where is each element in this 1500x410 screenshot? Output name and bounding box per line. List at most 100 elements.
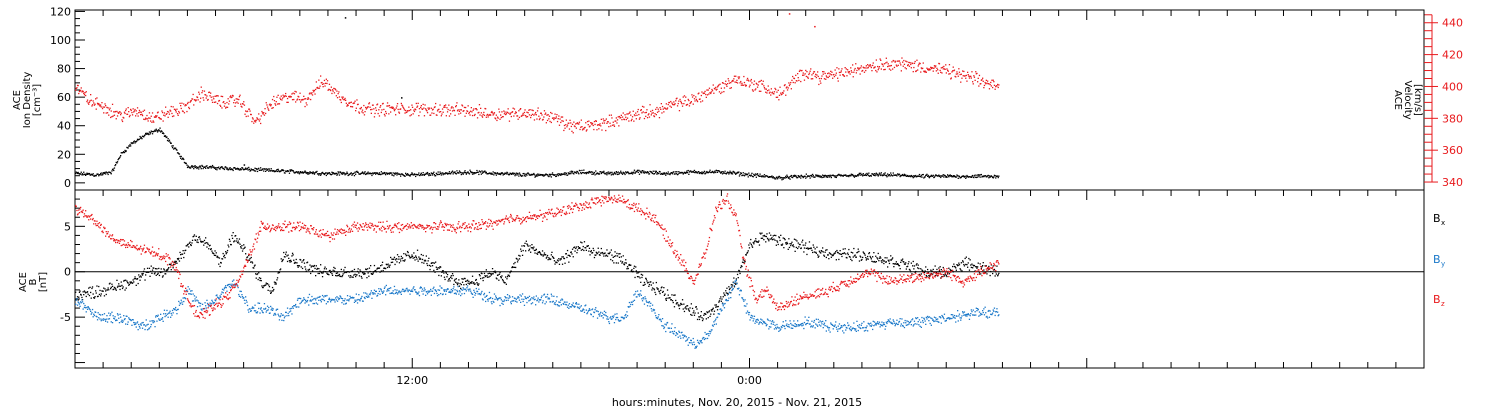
velocity-point <box>208 91 211 93</box>
bx-point <box>952 265 954 268</box>
density-point <box>326 172 328 174</box>
bx-point <box>773 238 775 240</box>
bx-point <box>982 262 984 264</box>
bx-point <box>920 268 922 270</box>
velocity-point <box>988 83 990 85</box>
by-point <box>358 299 361 301</box>
density-point <box>246 168 248 170</box>
density-point <box>952 175 954 177</box>
bx-point <box>498 279 500 281</box>
velocity-point <box>781 91 784 94</box>
density-point <box>968 176 971 178</box>
bx-point <box>857 251 859 253</box>
by-point <box>222 292 224 294</box>
density-point <box>229 167 231 169</box>
velocity-point <box>603 122 606 124</box>
velocity-point <box>208 91 210 94</box>
velocity-point <box>450 107 452 109</box>
bx-point <box>81 296 83 299</box>
velocity-point <box>417 102 419 104</box>
density-point <box>577 172 579 174</box>
velocity-point <box>104 103 106 105</box>
velocity-point <box>470 110 472 112</box>
velocity-point <box>933 67 935 69</box>
velocity-point <box>808 73 810 76</box>
velocity-point <box>908 61 910 64</box>
density-point <box>523 175 526 177</box>
velocity-point <box>972 81 974 83</box>
bx-point <box>988 265 990 268</box>
bx-point <box>97 295 99 297</box>
velocity-point <box>82 90 84 93</box>
velocity-point <box>89 100 91 102</box>
bx-point <box>143 270 145 272</box>
velocity-point <box>925 71 927 73</box>
by-point <box>272 308 274 310</box>
density-point <box>468 173 471 175</box>
bx-point <box>576 252 578 254</box>
density-point <box>433 171 435 173</box>
velocity-point <box>75 87 77 90</box>
bx-point <box>893 266 895 268</box>
bx-point <box>972 267 974 269</box>
bx-point <box>580 241 582 243</box>
velocity-point <box>411 106 414 108</box>
velocity-point <box>771 91 774 93</box>
velocity-point <box>120 114 122 116</box>
bx-point <box>274 283 276 285</box>
velocity-point <box>397 108 399 111</box>
bx-point <box>276 279 278 281</box>
velocity-point <box>261 112 264 114</box>
velocity-point <box>410 114 412 116</box>
by-point <box>309 300 311 302</box>
velocity-point <box>718 91 721 93</box>
density-point <box>698 171 700 173</box>
density-point <box>997 175 999 177</box>
velocity-point <box>828 75 831 77</box>
density-point <box>885 174 887 177</box>
velocity-point <box>535 111 537 114</box>
bx-point <box>716 306 718 308</box>
bx-point <box>622 255 624 257</box>
bx-point <box>677 304 679 306</box>
bx-point <box>964 257 966 260</box>
bx-point <box>588 247 591 249</box>
bx-point <box>753 243 755 245</box>
velocity-point <box>883 63 886 65</box>
velocity-point <box>860 67 862 69</box>
bx-point <box>415 255 417 257</box>
density-point <box>912 175 914 178</box>
by-point <box>305 299 307 301</box>
bx-point <box>512 266 514 268</box>
bx-point <box>156 268 158 270</box>
density-point <box>90 174 92 176</box>
density-point <box>500 172 502 174</box>
by-point <box>286 307 289 309</box>
bx-point <box>183 252 186 254</box>
velocity-point <box>776 91 778 93</box>
density-point <box>148 133 150 136</box>
density-point <box>958 175 961 178</box>
velocity-point <box>573 121 575 123</box>
by-point <box>353 301 356 303</box>
velocity-point <box>634 114 636 117</box>
by-point <box>155 315 157 317</box>
velocity-point <box>803 79 806 81</box>
density-point <box>675 173 677 175</box>
density-point <box>806 176 808 178</box>
density-point <box>810 174 812 176</box>
bx-point <box>641 274 644 276</box>
density-point <box>673 171 675 173</box>
bx-point <box>787 248 789 250</box>
bx-point <box>210 248 212 251</box>
density-point <box>739 173 741 176</box>
velocity-point <box>390 111 392 113</box>
bx-point <box>748 247 751 249</box>
bx-point <box>586 245 589 247</box>
velocity-point <box>758 81 760 83</box>
by-point <box>136 321 139 323</box>
velocity-point <box>523 114 525 116</box>
bx-point <box>709 315 711 317</box>
velocity-point <box>515 112 517 114</box>
